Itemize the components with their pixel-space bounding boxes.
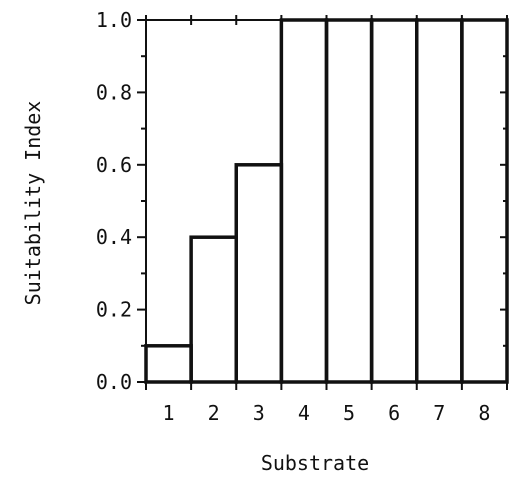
- x-tick-label-6: 6: [388, 401, 400, 425]
- y-tick-label-0.2: 0.2: [96, 298, 132, 322]
- bar-3: [234, 163, 284, 384]
- y-tick-labels: 0.0 0.2 0.4 0.6 0.8 1.0: [96, 8, 132, 394]
- x-tick-label-4: 4: [298, 401, 310, 425]
- bar-5: [324, 18, 374, 384]
- x-tick-label-5: 5: [343, 401, 355, 425]
- bar-2: [189, 235, 238, 384]
- bar-6: [369, 18, 419, 384]
- x-tick-labels: 1 2 3 4 5 6 7 8: [163, 401, 491, 425]
- y-tick-label-0.6: 0.6: [96, 153, 132, 177]
- bar-8: [460, 18, 509, 384]
- axis-ticks: [137, 15, 508, 390]
- y-tick-label-0.4: 0.4: [96, 225, 132, 249]
- y-tick-label-1.0: 1.0: [96, 8, 132, 32]
- bar-4: [279, 18, 329, 384]
- y-axis-title: Suitability Index: [21, 101, 45, 306]
- bar-1: [144, 344, 193, 384]
- y-tick-label-0.0: 0.0: [96, 370, 132, 394]
- x-tick-label-7: 7: [433, 401, 445, 425]
- x-tick-label-1: 1: [163, 401, 175, 425]
- x-tick-label-2: 2: [208, 401, 220, 425]
- x-tick-label-3: 3: [253, 401, 265, 425]
- y-tick-label-0.8: 0.8: [96, 80, 132, 104]
- bars-layer: [144, 18, 509, 384]
- x-axis-title: Substrate: [261, 451, 369, 475]
- bar-7: [415, 18, 464, 384]
- x-tick-label-8: 8: [478, 401, 490, 425]
